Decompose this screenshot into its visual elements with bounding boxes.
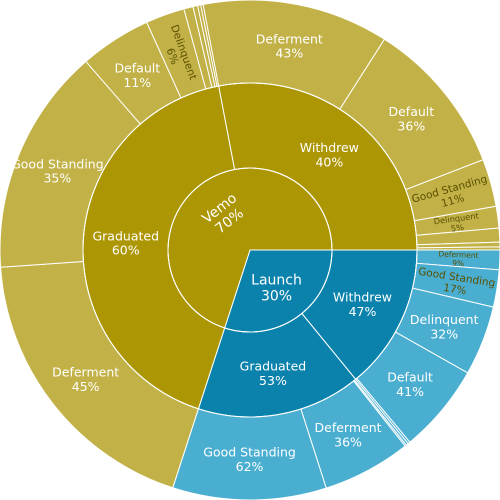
sb-vemo-withdrew-other-6-segment[interactable] [416, 246, 500, 251]
sb-launch-graduated-good-standing-segment[interactable] [172, 408, 327, 500]
ring-divider-1 [167, 167, 333, 333]
ring-divider-2 [82, 82, 418, 418]
